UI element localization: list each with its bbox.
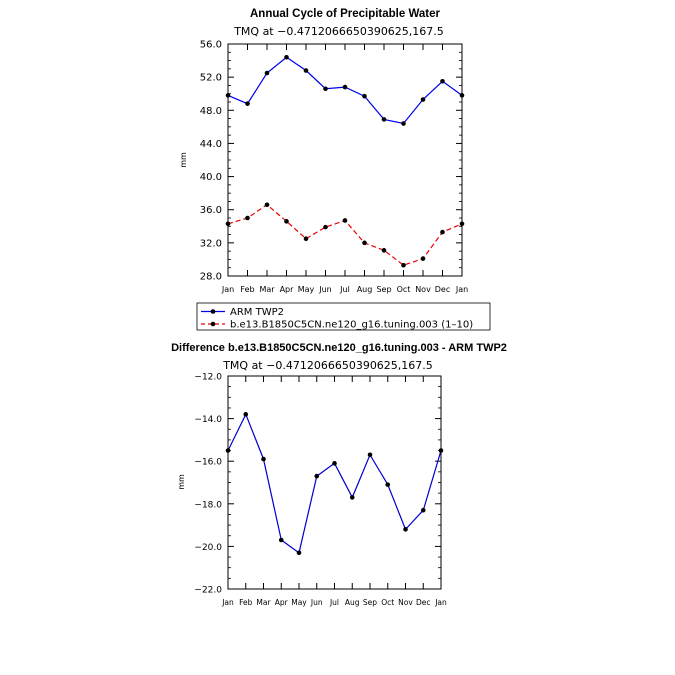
data-point <box>440 229 445 235</box>
data-point <box>381 248 387 253</box>
data-point <box>264 70 270 76</box>
data-point <box>323 224 328 230</box>
x-tick-label: Nov <box>415 285 431 294</box>
x-tick-label: Jun <box>310 598 323 607</box>
data-point <box>381 117 387 122</box>
x-tick-label: Jan <box>434 598 447 607</box>
y-tick-label: 44.0 <box>200 139 222 150</box>
x-tick-label: Dec <box>416 598 431 607</box>
x-tick-label: Jul <box>339 285 350 294</box>
plot-frame <box>227 43 463 277</box>
x-tick-label: Dec <box>435 285 450 294</box>
data-point <box>362 93 367 99</box>
data-point <box>303 68 309 73</box>
data-point <box>362 240 367 246</box>
x-tick-label: May <box>291 598 307 607</box>
data-point <box>284 219 289 224</box>
difference-chart: Difference b.e13.B1850C5CN.ne120_g16.tun… <box>171 342 507 607</box>
y-tick-label: 40.0 <box>200 172 222 183</box>
x-tick-label: Apr <box>275 598 289 607</box>
y-tick-label: −12.0 <box>194 373 222 383</box>
data-point <box>342 218 348 223</box>
x-tick-label: Jun <box>318 285 332 294</box>
legend-label-arm-twp2: ARM TWP2 <box>230 307 284 318</box>
data-point <box>367 452 373 458</box>
x-tick-label: Mar <box>256 598 271 607</box>
data-point <box>303 236 309 242</box>
data-point <box>332 461 337 466</box>
data-point <box>245 215 250 221</box>
y-tick-label: −14.0 <box>194 415 222 425</box>
x-tick-label: Apr <box>280 285 295 294</box>
x-tick-label: Aug <box>345 598 360 607</box>
x-tick-label: Jan <box>221 285 234 294</box>
legend-marker-arm-twp2 <box>210 309 216 314</box>
data-point <box>420 507 426 513</box>
x-tick-label: May <box>298 285 315 294</box>
x-tick-label: Oct <box>381 598 394 607</box>
y-tick-label: 28.0 <box>200 272 222 283</box>
chart-subtitle: TMQ at −0.4712066650390625,167.5 <box>233 25 444 38</box>
x-tick-label: Feb <box>239 598 253 607</box>
data-point <box>296 550 302 556</box>
data-point <box>245 101 250 106</box>
legend-box <box>196 302 491 331</box>
y-axis-label: mm <box>177 474 186 490</box>
data-point <box>278 537 284 543</box>
data-point <box>403 527 408 532</box>
data-point <box>401 262 406 268</box>
legend-entry-model: b.e13.B1850C5CN.ne120_g16.tuning.003 (1–… <box>201 320 473 331</box>
y-tick-label: −18.0 <box>194 500 222 510</box>
y-tick-label: −20.0 <box>194 543 222 553</box>
data-point <box>284 54 289 60</box>
data-point <box>420 256 426 261</box>
y-tick-label: 32.0 <box>200 238 222 249</box>
x-tick-label: Jan <box>221 598 234 607</box>
x-tick-label: Nov <box>398 598 413 607</box>
data-point <box>261 456 266 462</box>
legend-label-model: b.e13.B1850C5CN.ne120_g16.tuning.003 (1–… <box>230 320 473 331</box>
data-point <box>349 495 355 500</box>
data-point <box>401 121 406 126</box>
plot-frame <box>227 375 442 590</box>
chart-title: Annual Cycle of Precipitable Water <box>250 8 441 20</box>
legend-marker-model <box>210 321 216 327</box>
y-tick-label: 48.0 <box>200 106 222 117</box>
data-point <box>264 202 270 208</box>
y-tick-label: −22.0 <box>194 586 222 596</box>
y-tick-label: −16.0 <box>194 458 222 468</box>
chart-subtitle: TMQ at −0.4712066650390625,167.5 <box>222 359 433 372</box>
data-point <box>440 78 445 84</box>
chart-title: Difference b.e13.B1850C5CN.ne120_g16.tun… <box>171 342 507 354</box>
x-tick-label: Oct <box>397 285 411 294</box>
x-tick-label: Sep <box>376 285 391 294</box>
y-tick-label: 36.0 <box>200 205 222 216</box>
data-point <box>323 86 328 92</box>
x-tick-label: Aug <box>357 285 373 294</box>
axis-ticks: 56.0 52.0 48.0 44.0 40.0 36.0 32.0 28.0 Jan Feb Ma… <box>200 40 468 295</box>
legend: ARM TWP2 b.e13.B1850C5CN.ne120_g16.tunin… <box>196 302 491 331</box>
series-layer <box>225 412 444 556</box>
data-point <box>314 473 320 479</box>
x-tick-label: Feb <box>240 285 254 294</box>
y-axis-label: mm <box>179 152 188 168</box>
data-point <box>342 84 348 90</box>
data-point <box>385 482 391 487</box>
annual-cycle-chart: Annual Cycle of Precipitable Water TMQ a… <box>179 8 468 294</box>
x-tick-label: Mar <box>259 285 275 294</box>
y-tick-label: 52.0 <box>200 73 222 84</box>
data-point <box>243 412 249 417</box>
legend-entry-arm-twp2: ARM TWP2 <box>201 307 284 318</box>
y-tick-label: 56.0 <box>200 40 222 51</box>
x-tick-label: Jan <box>455 285 468 294</box>
data-point <box>420 97 426 102</box>
x-tick-label: Jul <box>329 598 339 607</box>
x-tick-label: Sep <box>363 598 377 607</box>
